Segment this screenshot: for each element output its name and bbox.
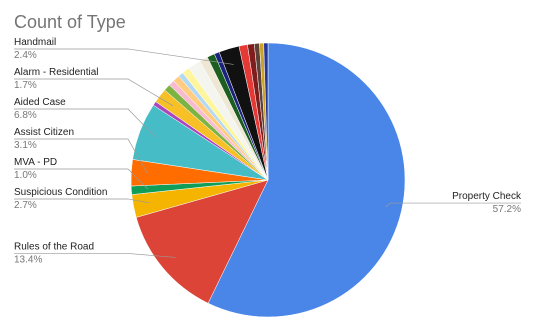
leader-line (14, 168, 149, 190)
pie-slice (135, 179, 269, 304)
slice-label: Assist Citizen (14, 127, 74, 138)
slice-percent: 1.7% (14, 80, 37, 91)
slice-percent: 57.2% (493, 204, 521, 215)
leader-line (14, 48, 234, 65)
slice-percent: 2.7% (14, 200, 37, 211)
leader-line (14, 253, 176, 258)
slice-label: MVA - PD (14, 157, 57, 168)
leader-line (385, 202, 521, 208)
pie-slice (263, 42, 269, 181)
slice-label: Suspicious Condition (14, 187, 107, 198)
pie-slice (207, 42, 406, 318)
slice-label: Aided Case (14, 97, 66, 108)
leader-line (14, 138, 148, 174)
slice-label: Property Check (452, 191, 522, 202)
slice-percent: 2.4% (14, 50, 37, 61)
slice-label: Handmail (14, 37, 56, 48)
leader-line (14, 198, 150, 204)
slice-percent: 6.8% (14, 110, 37, 121)
slice-percent: 3.1% (14, 140, 37, 151)
leader-line (14, 78, 174, 107)
slice-label: Alarm - Residential (14, 67, 98, 78)
slice-label: Rules of the Road (14, 241, 94, 252)
chart-title: Count of Type (14, 12, 126, 32)
slice-percent: 1.0% (14, 170, 37, 181)
leader-line (14, 108, 156, 138)
slice-percent: 13.4% (14, 254, 42, 265)
